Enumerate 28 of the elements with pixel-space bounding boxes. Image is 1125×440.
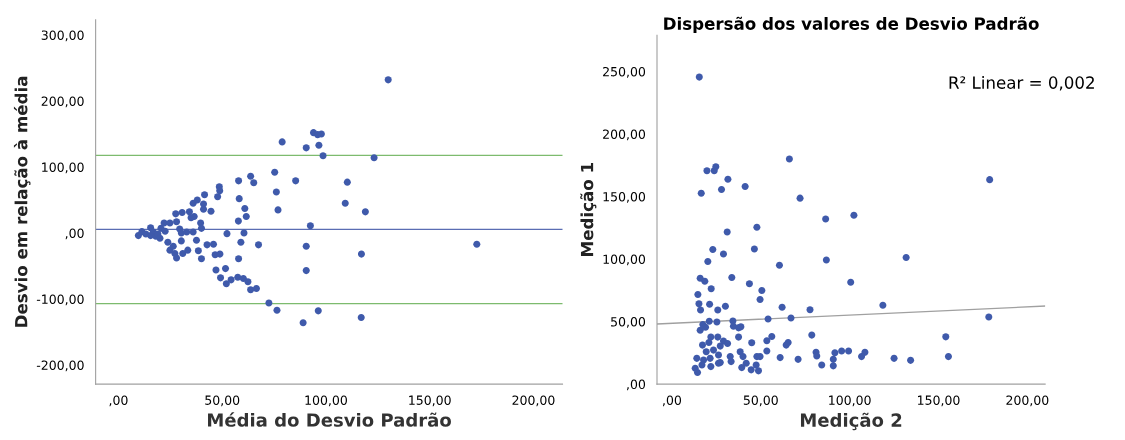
y-tick-label: 50,00: [611, 317, 646, 328]
annotation: R² Linear = 0,002: [949, 75, 1094, 91]
y-tick-label: ,00: [626, 379, 646, 391]
x-tick-label: 50,00: [205, 395, 240, 407]
x-tick-label: ,00: [662, 395, 682, 407]
y-tick-label: 100,00: [42, 162, 84, 174]
y-tick-label: 200,00: [41, 96, 84, 108]
y-axis-title: Desvio em relação à média: [13, 76, 31, 327]
x-tick-label: 150,00: [409, 395, 451, 407]
x-tick-label: ,00: [109, 395, 128, 407]
x-tick-label: 150,00: [918, 395, 960, 407]
y-tick-label: -200,00: [36, 360, 84, 372]
chart-title: Dispersão dos valores de Desvio Padrão: [664, 16, 1039, 34]
x-tick-label: 50,00: [743, 395, 778, 407]
y-tick-label: 250,00: [603, 66, 646, 78]
y-tick-label: -100,00: [36, 294, 84, 306]
x-tick-label: 100,00: [829, 395, 871, 407]
y-tick-label: 150,00: [603, 192, 646, 203]
y-axis-title: Medição 1: [580, 163, 597, 256]
y-tick-label: ,00: [65, 228, 84, 240]
x-tick-label: 200,00: [512, 395, 555, 407]
y-tick-label: 100,00: [603, 254, 646, 266]
x-axis-title: Média do Desvio Padrão: [208, 412, 451, 427]
y-tick-label: 200,00: [603, 129, 646, 141]
y-tick-label: 300,00: [41, 30, 84, 42]
x-tick-label: 200,00: [1006, 395, 1049, 407]
x-axis-title: Medição 2: [800, 412, 902, 431]
x-tick-label: 100,00: [305, 395, 347, 407]
